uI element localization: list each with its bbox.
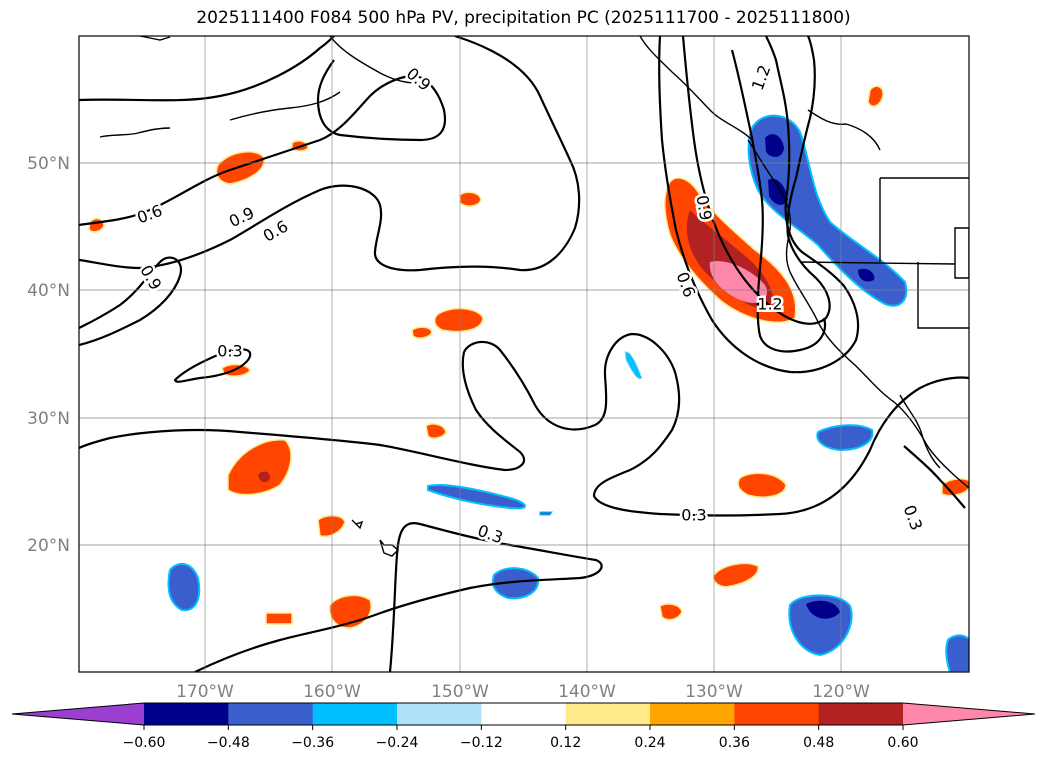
lat-tick-label: 50°N [27, 154, 70, 174]
lon-tick-label: 130°W [685, 682, 743, 702]
lat-tick-label: 30°N [27, 409, 70, 429]
colorbar-segment [481, 703, 567, 725]
colorbar-tick-label: 0.24 [634, 735, 665, 751]
colorbar-tick-label: 0.12 [550, 735, 581, 751]
lat-tick-label: 20°N [27, 536, 70, 556]
colorbar-tick-label: −0.60 [123, 735, 166, 751]
colorbar-segment [144, 703, 229, 725]
map-frame [78, 35, 970, 673]
lon-tick-label: 140°W [558, 682, 616, 702]
lon-tick-label: 170°W [176, 682, 234, 702]
colorbar-tick-label: −0.48 [207, 735, 250, 751]
colorbar-segment [734, 703, 820, 725]
colorbar-extend-max [903, 703, 1035, 725]
colorbar-tick-label: 0.36 [719, 735, 750, 751]
lat-axis: 50°N 40°N 30°N 20°N [27, 154, 70, 556]
pv-contours [79, 36, 969, 672]
pv-contour-label: 1.2 [757, 295, 782, 314]
precip-positive-areas [88, 85, 969, 629]
colorbar-segment [228, 703, 314, 725]
colorbar-tick-label: −0.24 [376, 735, 419, 751]
colorbar-tick-label: 0.60 [887, 735, 918, 751]
pv-contour-label: 0.3 [217, 342, 242, 361]
colorbar-segment [818, 703, 904, 725]
colorbar-segment [650, 703, 735, 725]
lon-tick-label: 160°W [303, 682, 361, 702]
colorbar-tick-label: −0.12 [460, 735, 503, 751]
colorbar-tick-label: −0.36 [291, 735, 334, 751]
lat-tick-label: 40°N [27, 281, 70, 301]
map-title: 2025111400 F084 500 hPa PV, precipitatio… [196, 8, 851, 28]
graticule [79, 36, 969, 672]
lon-tick-label: 120°W [812, 682, 870, 702]
colorbar-segment [397, 703, 482, 725]
colorbar-segment [312, 703, 398, 725]
colorbar-extend-min [12, 703, 144, 725]
pv-contour-label: 0.3 [681, 506, 706, 525]
lon-tick-label: 150°W [431, 682, 489, 702]
colorbar-segment [565, 703, 651, 725]
colorbar: −0.60 −0.48 −0.36 −0.24 −0.12 0.12 0.24 0.36 0.4… [11, 702, 1036, 751]
colorbar-tick-label: 0.48 [803, 735, 834, 751]
map-panel [79, 36, 969, 672]
lon-axis: 170°W 160°W 150°W 140°W 130°W 120°W [176, 682, 870, 702]
